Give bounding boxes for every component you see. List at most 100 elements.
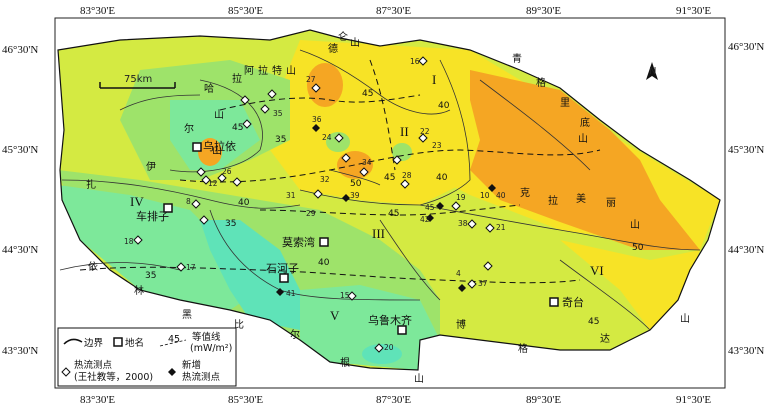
svg-text:黑: 黑: [182, 309, 192, 321]
svg-text:83°30'E: 83°30'E: [80, 394, 115, 406]
svg-text:根: 根: [340, 356, 350, 369]
svg-text:91°30'E: 91°30'E: [676, 394, 711, 406]
svg-text:28: 28: [402, 171, 412, 180]
svg-text:伊: 伊: [146, 161, 156, 173]
svg-text:39: 39: [350, 191, 360, 200]
svg-text:拉: 拉: [548, 194, 558, 207]
svg-text:阿: 阿: [244, 65, 254, 77]
svg-text:美: 美: [576, 192, 586, 205]
svg-text:43°30'N: 43°30'N: [728, 345, 764, 357]
svg-text:山: 山: [630, 219, 640, 231]
old-heat-flow-points: [133, 56, 495, 353]
svg-text:里: 里: [560, 97, 570, 109]
svg-text:(mW/m²): (mW/m²): [190, 343, 232, 354]
north-arrow-icon: N: [646, 62, 658, 80]
svg-text:50: 50: [350, 179, 362, 189]
svg-text:32: 32: [320, 175, 330, 184]
legend: 边界 地名 45 等值线 (mW/m²) 热流测点 (王社教等，2000) 新增…: [57, 327, 237, 387]
new-heat-flow-points: [276, 124, 496, 296]
svg-text:26: 26: [222, 167, 232, 176]
svg-text:尔: 尔: [184, 122, 194, 135]
svg-text:奇台: 奇台: [562, 295, 584, 309]
svg-text:50: 50: [632, 243, 644, 253]
svg-text:45: 45: [362, 89, 373, 99]
svg-text:36: 36: [312, 115, 322, 124]
svg-text:19: 19: [456, 193, 466, 202]
svg-text:18: 18: [124, 237, 134, 246]
scale-bar: 75km: [99, 74, 176, 89]
svg-text:拉: 拉: [258, 64, 268, 77]
svg-text:依: 依: [88, 260, 98, 273]
svg-text:热流测点: 热流测点: [182, 371, 221, 383]
svg-text:林: 林: [134, 284, 144, 297]
svg-text:特: 特: [272, 65, 282, 77]
contour-value-labels: 45 40 35 50 45 40 35 40 45 50 40 35 45 4…: [145, 89, 644, 327]
svg-text:75km: 75km: [124, 74, 152, 85]
svg-text:22: 22: [420, 127, 430, 136]
cities: 乌拉依 车排子 莫索湾 石河子 乌鲁木齐 奇台: [136, 139, 584, 335]
svg-text:哈: 哈: [204, 82, 214, 95]
zone-label: V: [330, 308, 340, 323]
svg-text:等值线: 等值线: [192, 331, 221, 343]
svg-text:89°30'E: 89°30'E: [526, 394, 561, 406]
svg-text:44°30'N: 44°30'N: [728, 244, 764, 256]
svg-text:45°30'N: 45°30'N: [2, 144, 38, 156]
svg-text:新增: 新增: [182, 359, 201, 371]
svg-text:40: 40: [438, 101, 450, 111]
svg-text:35: 35: [225, 219, 236, 229]
station-numbers: 16 35 36 27 24 34 22 23 28 32 31 39 29 2…: [124, 57, 506, 352]
city-urumqi: 乌鲁木齐: [368, 313, 412, 335]
svg-text:山: 山: [578, 133, 588, 145]
svg-text:45°30'N: 45°30'N: [728, 144, 764, 156]
svg-text:山: 山: [350, 37, 360, 49]
svg-text:43°30'N: 43°30'N: [2, 345, 38, 357]
city-chepaizi: 车排子: [136, 203, 173, 223]
svg-text:15: 15: [340, 291, 350, 300]
city-mosuowan: 莫索湾: [282, 235, 329, 249]
svg-text:35: 35: [145, 271, 156, 281]
svg-text:35: 35: [273, 109, 283, 118]
lat-labels-left: 46°30'N 45°30'N 44°30'N 43°30'N: [2, 44, 38, 357]
svg-text:45: 45: [232, 123, 243, 133]
svg-text:45: 45: [425, 203, 435, 212]
zone-label: IV: [130, 194, 144, 209]
svg-text:29: 29: [306, 209, 316, 218]
svg-text:丽: 丽: [606, 198, 616, 209]
svg-text:21: 21: [496, 223, 506, 232]
zone-label: II: [400, 124, 409, 139]
zone-label: III: [372, 226, 385, 241]
svg-text:乌拉依: 乌拉依: [203, 139, 236, 153]
zone-label: VI: [590, 263, 604, 278]
svg-text:比: 比: [234, 319, 244, 331]
svg-text:山: 山: [212, 145, 222, 157]
svg-text:青: 青: [512, 52, 522, 65]
basin-boundary: [57, 29, 721, 371]
svg-text:45: 45: [388, 209, 399, 219]
svg-text:89°30'E: 89°30'E: [526, 5, 561, 17]
svg-text:拉: 拉: [232, 72, 242, 85]
svg-text:(王社教等，2000): (王社教等，2000): [74, 371, 153, 383]
svg-text:87°30'E: 87°30'E: [376, 5, 411, 17]
svg-text:45: 45: [588, 317, 599, 327]
svg-text:莫索湾: 莫索湾: [282, 235, 315, 249]
svg-text:山: 山: [414, 373, 424, 385]
svg-text:山: 山: [286, 65, 296, 77]
svg-text:45: 45: [384, 173, 395, 183]
svg-text:底: 底: [580, 116, 590, 129]
svg-text:德: 德: [328, 42, 338, 55]
svg-text:46°30'N: 46°30'N: [728, 41, 764, 53]
svg-text:格: 格: [536, 76, 546, 89]
svg-text:山: 山: [680, 313, 690, 325]
svg-text:40: 40: [318, 258, 330, 268]
svg-text:46°30'N: 46°30'N: [2, 44, 38, 56]
svg-text:91°30'E: 91°30'E: [676, 5, 711, 17]
svg-text:38: 38: [458, 219, 468, 228]
svg-text:20: 20: [384, 343, 394, 352]
svg-text:87°30'E: 87°30'E: [376, 394, 411, 406]
geographic-labels: 仑 山 德 青 格 里 底 山 克 拉 美 丽 山 拉 阿 拉 特 山 哈 山 …: [86, 30, 690, 385]
svg-text:地名: 地名: [125, 337, 144, 349]
svg-text:8: 8: [186, 197, 191, 206]
svg-text:45: 45: [168, 334, 180, 345]
svg-text:44°30'N: 44°30'N: [2, 244, 38, 256]
svg-text:博: 博: [456, 318, 466, 331]
